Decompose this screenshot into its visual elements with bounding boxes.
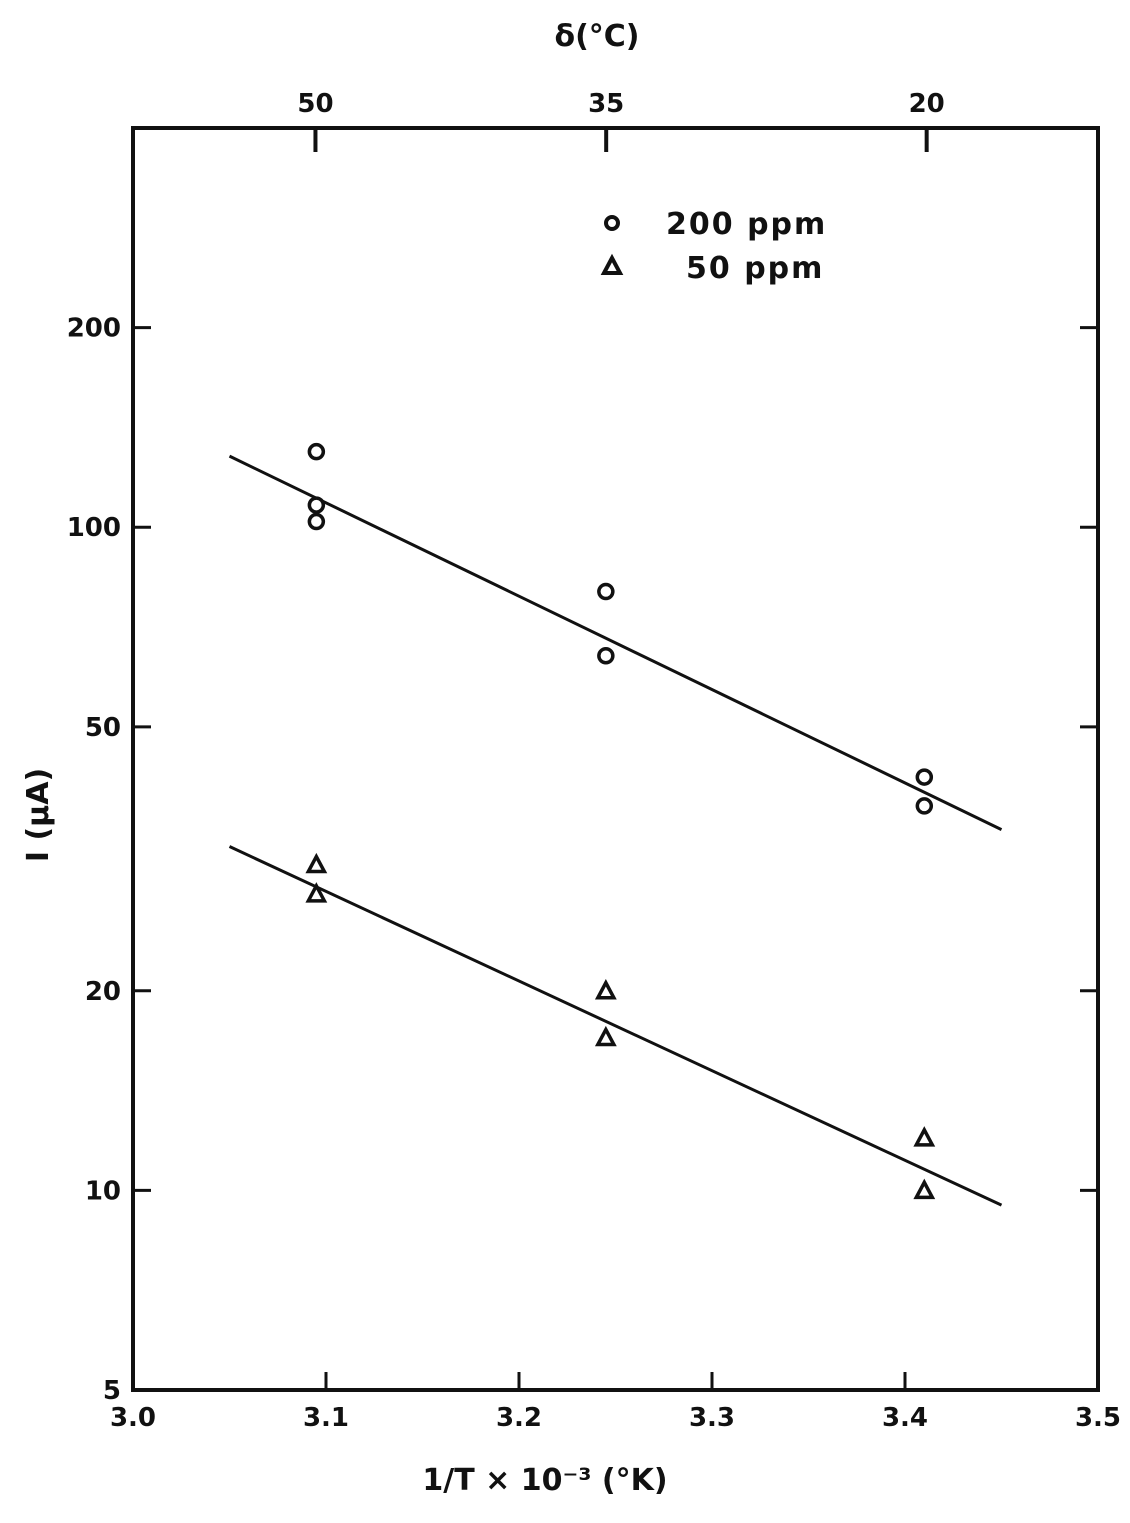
data-point-circle [307,442,326,461]
data-point-triangle [913,1126,936,1147]
data-point-circle [307,512,326,531]
data-point-circle [597,582,615,601]
data-point-triangle [305,852,328,874]
x-tick-label: 3.4 [882,1403,928,1433]
legend-marker-circle [604,215,620,231]
y-tick-label: 200 [67,314,121,344]
data-point-triangle [913,1178,936,1200]
data-points [305,442,936,1200]
y-tick-label: 10 [85,1176,121,1206]
y-axis-title: I (µA) [21,768,56,862]
top-tick-label: 50 [297,89,333,119]
y-tick-label: 100 [67,513,121,543]
x-tick-label: 3.1 [303,1403,349,1433]
legend: 200 ppm 50 ppm [600,207,827,286]
y-tick-label: 50 [85,713,121,743]
top-tick-label: 20 [909,89,945,119]
top-axis-title: δ(°C) [554,19,639,54]
data-point-triangle [305,882,328,903]
ticks: 3.0 3.1 3.2 3.3 3.4 3.5 5 10 20 50 100 200 50 35 20 [67,89,1121,1433]
data-point-circle [915,768,934,786]
data-point-triangle [594,1025,617,1047]
legend-label-200ppm: 200 ppm [666,207,827,242]
data-point-circle [915,797,934,815]
legend-label-50ppm: 50 ppm [686,251,824,286]
fit-line-200ppm [228,454,1003,831]
legend-marker-triangle [600,253,624,275]
x-tick-label: 3.2 [496,1403,542,1433]
fit-line-50ppm [228,845,1003,1207]
y-tick-label: 5 [103,1376,121,1406]
data-point-circle [597,647,615,665]
x-axis-title: 1/T × 10⁻³ (°K) [422,1463,667,1498]
x-tick-label: 3.0 [110,1403,156,1433]
data-point-triangle [594,979,617,1000]
top-tick-label: 35 [588,89,624,119]
y-tick-label: 20 [85,977,121,1007]
x-tick-label: 3.3 [689,1403,735,1433]
x-tick-label: 3.5 [1075,1403,1121,1433]
data-point-circle [307,496,326,514]
fit-lines [228,454,1003,1207]
plot-frame [131,126,1100,1392]
